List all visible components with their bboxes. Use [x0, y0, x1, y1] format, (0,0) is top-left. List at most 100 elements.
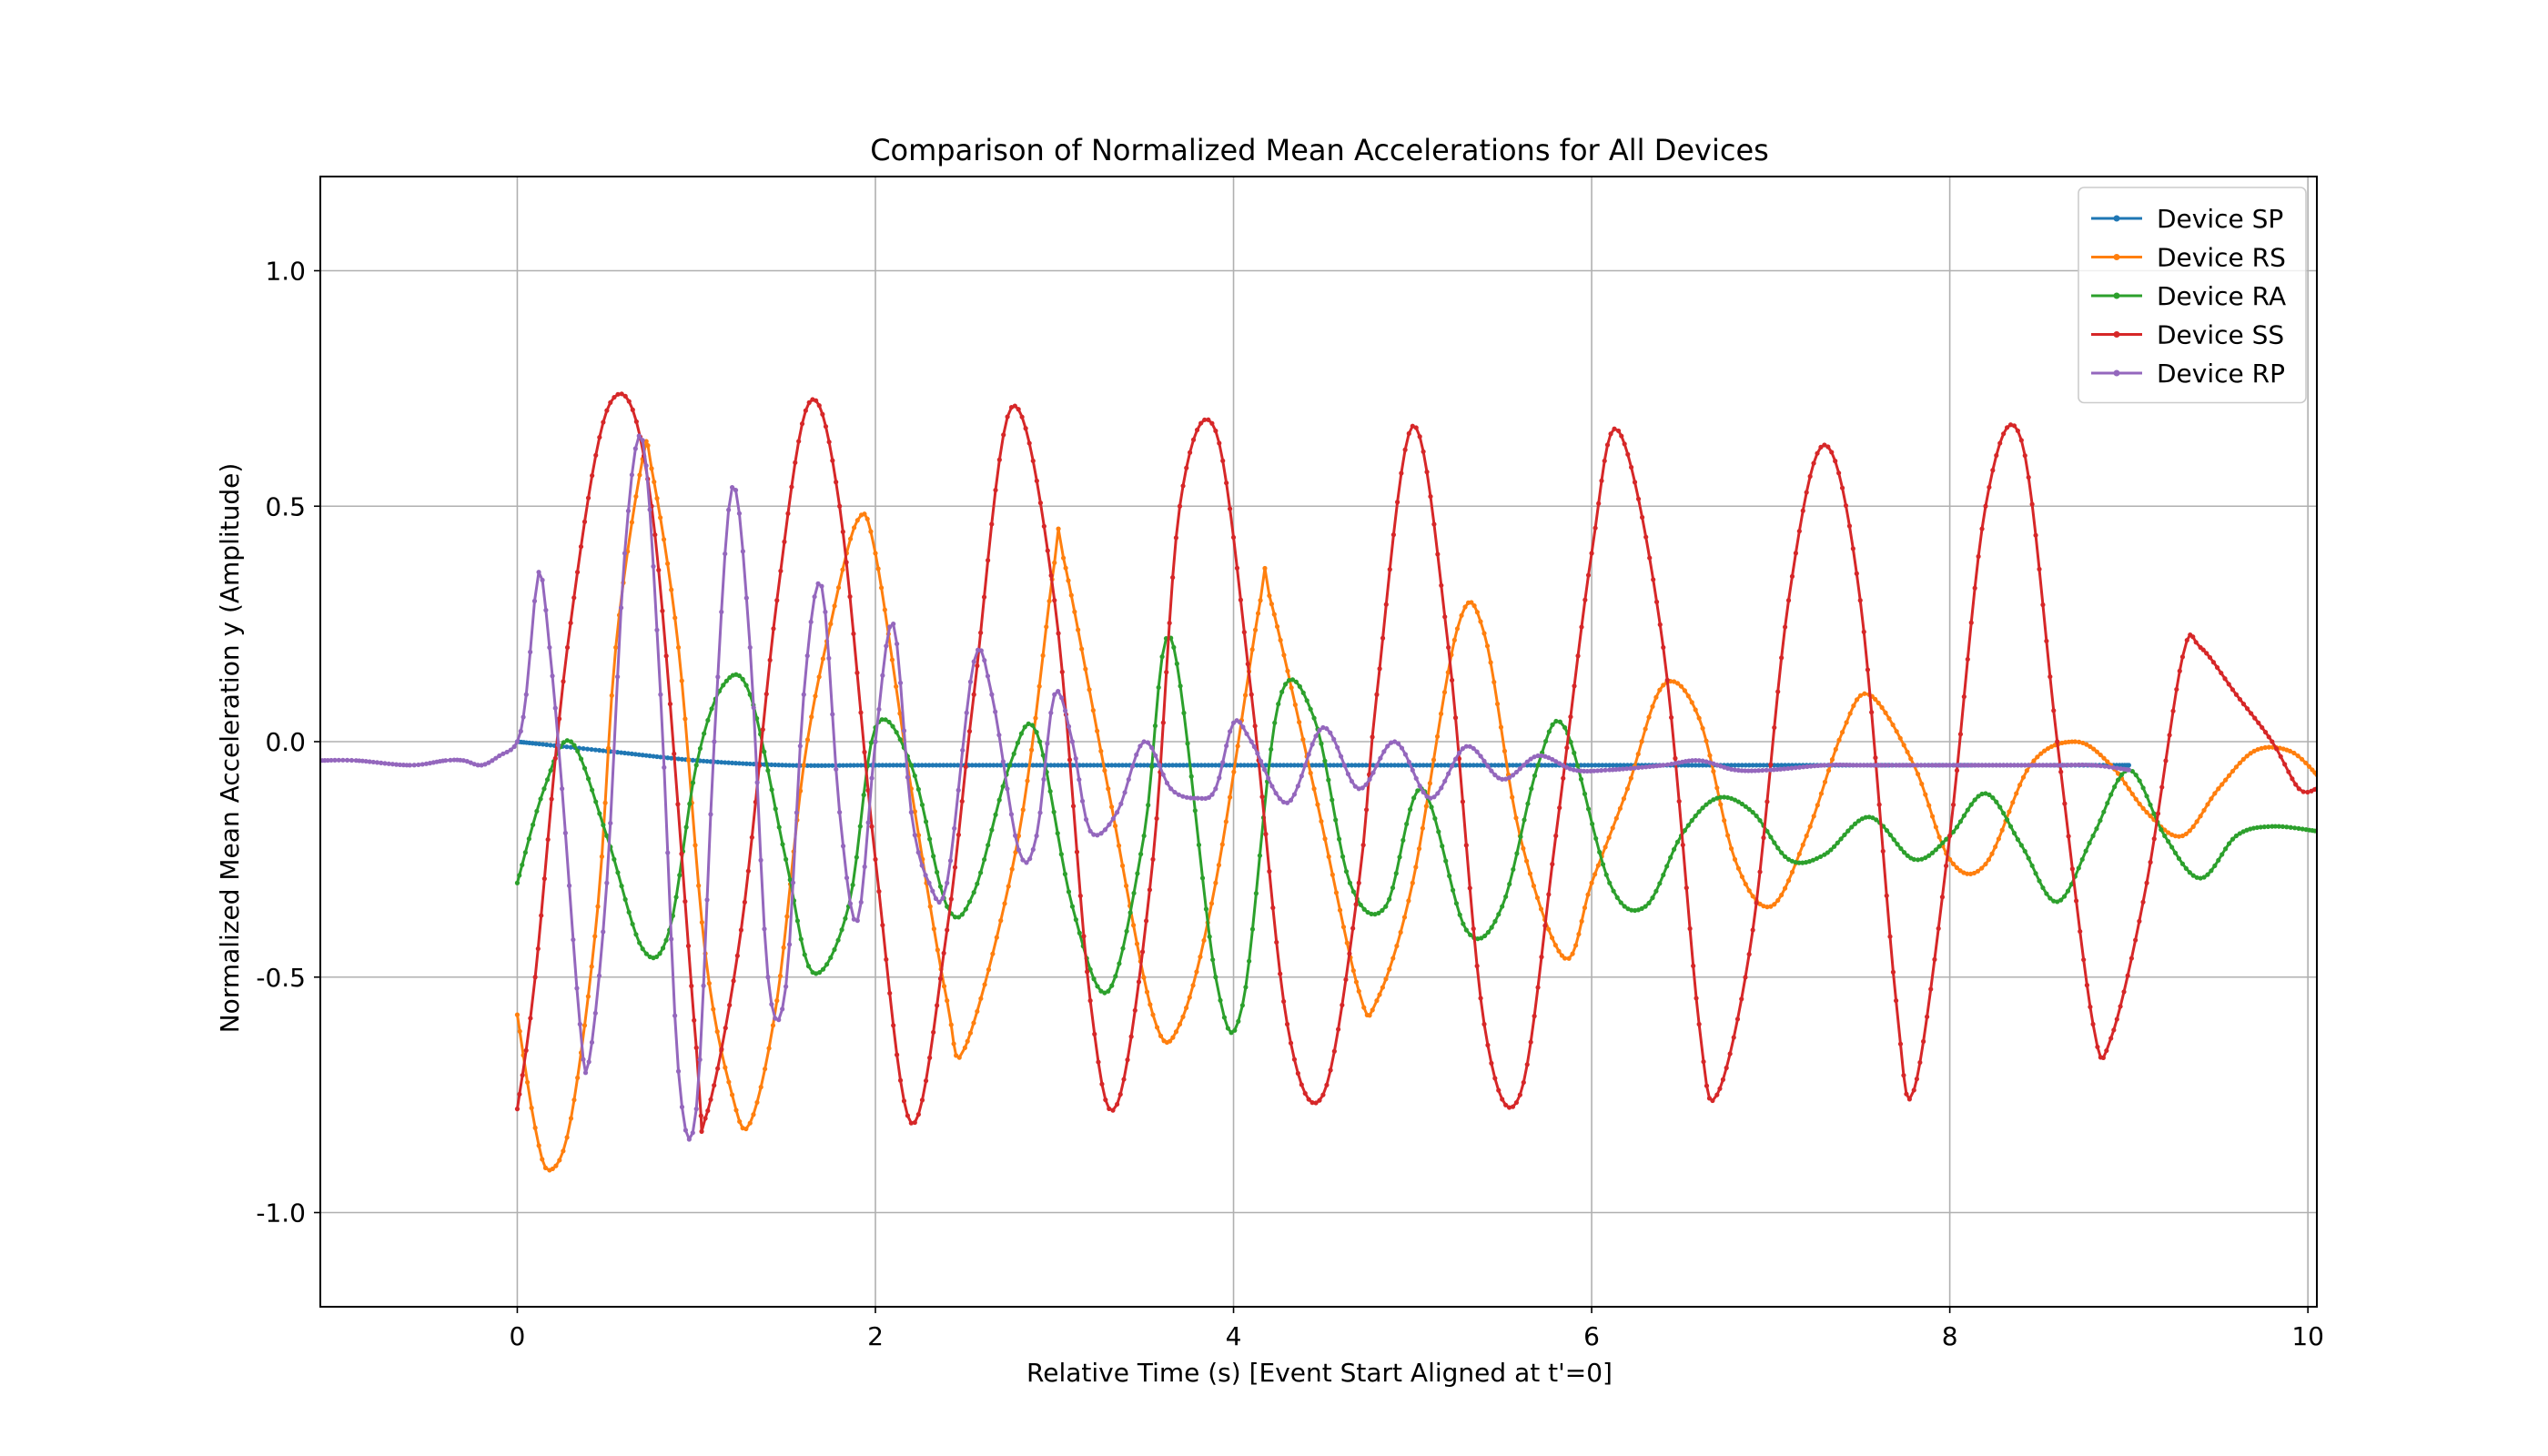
- data-point: [1030, 846, 1036, 853]
- x-tick-label: 2: [867, 1321, 884, 1351]
- data-point: [1522, 817, 1527, 823]
- data-point: [1735, 763, 1742, 768]
- data-point: [363, 758, 369, 764]
- x-tick-label: 10: [2291, 1321, 2324, 1351]
- data-point: [689, 983, 694, 989]
- data-point: [1177, 763, 1183, 768]
- data-point: [1173, 763, 1179, 768]
- data-point: [703, 1116, 708, 1121]
- data-point: [1779, 655, 1785, 661]
- data-point: [1768, 762, 1774, 767]
- data-point: [571, 595, 577, 601]
- data-point: [1289, 685, 1294, 691]
- data-point: [1244, 731, 1249, 736]
- data-point: [919, 763, 925, 768]
- data-point: [1340, 854, 1346, 859]
- data-point: [1500, 904, 1505, 909]
- data-point: [844, 560, 849, 565]
- data-point: [1109, 983, 1115, 988]
- data-point: [1561, 775, 1566, 781]
- data-point: [1591, 768, 1597, 774]
- data-point: [1521, 763, 1526, 768]
- data-point: [808, 619, 814, 625]
- data-point: [1135, 871, 1140, 876]
- data-point: [993, 709, 998, 714]
- data-point: [2140, 899, 2146, 905]
- data-point: [687, 801, 693, 806]
- data-point: [1167, 1038, 1173, 1044]
- data-point: [1209, 792, 1215, 797]
- data-point: [1040, 652, 1046, 659]
- data-point: [2051, 763, 2057, 768]
- data-point: [1069, 904, 1076, 909]
- data-point: [765, 768, 771, 774]
- data-point: [1510, 1104, 1516, 1109]
- data-point: [1068, 592, 1074, 598]
- data-point: [1535, 763, 1541, 768]
- data-point: [1825, 850, 1830, 855]
- data-point: [835, 585, 842, 591]
- data-point: [604, 833, 610, 839]
- data-point: [581, 765, 588, 771]
- data-point: [1553, 833, 1559, 839]
- data-point: [370, 759, 376, 765]
- data-point: [340, 757, 346, 763]
- data-point: [1535, 985, 1541, 990]
- data-point: [544, 777, 551, 783]
- data-point: [690, 1130, 695, 1136]
- data-point: [1129, 763, 1136, 769]
- data-point: [1090, 708, 1096, 713]
- data-point: [540, 1157, 545, 1162]
- data-point: [721, 682, 726, 688]
- data-point: [1202, 417, 1208, 422]
- data-point: [1610, 825, 1615, 831]
- data-point: [658, 515, 663, 521]
- data-point: [1223, 819, 1228, 824]
- data-point: [1500, 763, 1505, 768]
- data-point: [726, 507, 732, 512]
- data-point: [723, 678, 729, 683]
- data-point: [1402, 763, 1409, 768]
- data-point: [2296, 825, 2301, 831]
- data-point: [1131, 923, 1137, 928]
- data-point: [1997, 440, 2003, 446]
- data-point: [996, 457, 1002, 462]
- data-point: [622, 393, 628, 399]
- data-point: [1518, 834, 1523, 840]
- data-point: [636, 433, 642, 439]
- data-point: [1278, 971, 1283, 976]
- data-point: [2102, 763, 2108, 769]
- data-point: [986, 558, 991, 563]
- data-point: [1352, 784, 1358, 789]
- legend-label: Device SP: [2157, 204, 2283, 234]
- data-point: [2111, 1027, 2117, 1033]
- data-point: [1496, 1087, 1502, 1093]
- data-point: [704, 758, 710, 764]
- data-point: [672, 615, 678, 621]
- data-point: [1789, 573, 1795, 579]
- data-point: [926, 763, 932, 768]
- data-point: [796, 439, 802, 444]
- data-point: [1592, 763, 1598, 768]
- data-point: [751, 705, 756, 711]
- data-point: [758, 1085, 763, 1090]
- data-point: [1079, 646, 1085, 652]
- data-point: [1807, 824, 1813, 829]
- data-point: [2011, 423, 2017, 429]
- data-point: [1077, 777, 1082, 783]
- data-point: [1324, 1082, 1330, 1087]
- data-point: [2187, 828, 2192, 834]
- data-point: [1006, 763, 1013, 768]
- data-point: [1270, 763, 1276, 768]
- data-point: [2148, 802, 2153, 808]
- data-point: [1710, 1097, 1715, 1104]
- data-point: [1308, 706, 1313, 712]
- data-point: [682, 899, 688, 905]
- data-point: [1800, 860, 1805, 865]
- data-point: [533, 741, 539, 746]
- data-point: [1159, 654, 1165, 660]
- data-point: [2044, 638, 2049, 644]
- data-point: [1668, 854, 1673, 860]
- data-point: [1020, 807, 1026, 813]
- data-point: [715, 759, 721, 765]
